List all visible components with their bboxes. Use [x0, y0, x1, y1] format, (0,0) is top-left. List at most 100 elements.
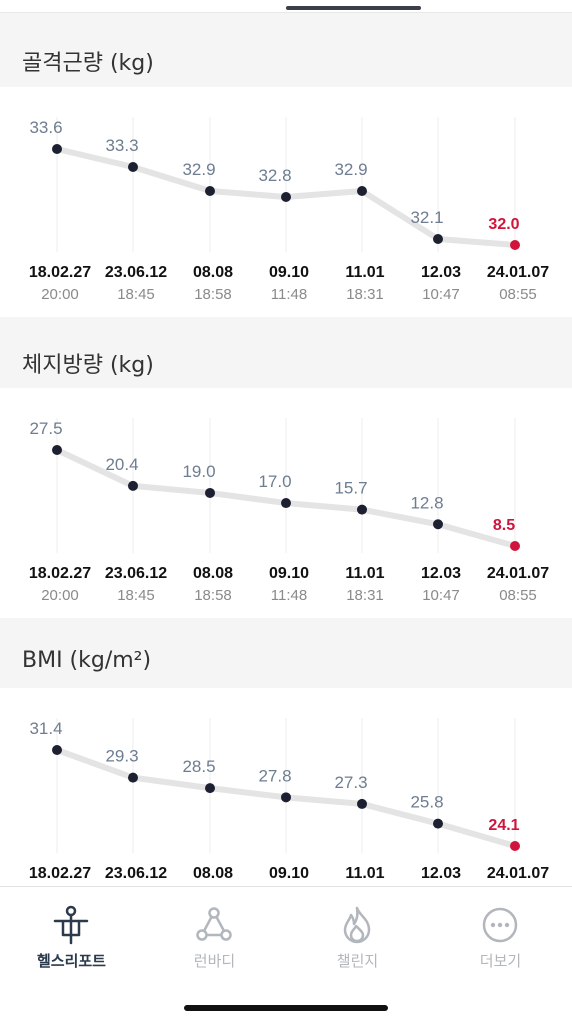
value-label: 32.9 [334, 160, 367, 179]
date-tick-label: 18.02.27 [29, 565, 91, 582]
time-tick-label: 18:58 [194, 587, 232, 604]
date-tick-label: 24.01.07 [487, 565, 549, 582]
date-tick-label: 09.10 [269, 264, 309, 281]
time-tick-label: 11:48 [271, 286, 307, 303]
date-tick-label: 11.01 [345, 865, 384, 882]
tab-more[interactable]: 더보기 [429, 887, 572, 987]
value-label: 31.4 [29, 719, 62, 738]
top-divider [0, 12, 572, 13]
value-label: 27.3 [334, 773, 367, 792]
date-tick-label: 23.06.12 [105, 264, 167, 281]
time-tick-label: 10:47 [422, 286, 460, 303]
data-point[interactable] [433, 234, 443, 244]
time-tick-label: 20:00 [41, 587, 79, 604]
data-point[interactable] [357, 798, 367, 809]
latest-data-point[interactable] [510, 541, 520, 551]
time-tick-label: 18:31 [346, 286, 384, 303]
date-tick-label: 12.03 [421, 865, 461, 882]
tab-runbody[interactable]: 런바디 [143, 887, 286, 987]
value-label: 32.0 [488, 216, 519, 233]
time-tick-label: 11:48 [271, 587, 307, 604]
date-tick-label: 24.01.07 [487, 865, 549, 882]
value-label: 19.0 [182, 462, 215, 481]
value-label: 33.6 [29, 118, 62, 137]
data-point[interactable] [128, 480, 138, 491]
value-label: 28.5 [182, 757, 215, 776]
skeletal-muscle-chart[interactable]: 33.6 33.3 32.9 32.8 32.9 32.1 32.0 18.02.27 23.0… [0, 87, 572, 317]
value-label: 27.8 [258, 766, 291, 785]
value-label: 24.1 [488, 817, 519, 834]
time-tick-label: 18:58 [194, 286, 232, 303]
date-tick-label: 11.01 [345, 264, 384, 281]
time-tick-label: 08:55 [499, 286, 537, 303]
value-label: 12.8 [410, 493, 443, 512]
health-report-icon [53, 905, 89, 945]
latest-data-point[interactable] [510, 240, 520, 250]
date-tick-label: 08.08 [193, 264, 233, 281]
value-label: 8.5 [493, 517, 515, 534]
value-label: 32.9 [182, 160, 215, 179]
latest-data-point[interactable] [510, 841, 520, 851]
data-point[interactable] [281, 192, 291, 202]
date-tick-label: 18.02.27 [29, 264, 91, 281]
value-label: 17.0 [258, 472, 291, 491]
more-icon [482, 907, 518, 943]
body-fat-chart[interactable]: 27.5 20.4 19.0 17.0 15.7 12.8 8.5 18.02.27 23.06… [0, 388, 572, 618]
date-tick-label: 08.08 [193, 865, 233, 882]
data-point[interactable] [205, 487, 215, 498]
value-label: 32.8 [258, 166, 291, 185]
bmi-header: BMI (kg/m²) [0, 618, 572, 688]
tab-label: 챌린지 [336, 952, 379, 970]
date-tick-label: 11.01 [345, 565, 384, 582]
data-point[interactable] [357, 186, 367, 196]
date-tick-label: 23.06.12 [105, 865, 167, 882]
data-point[interactable] [433, 818, 443, 829]
body-fat-header: 체지방량 (kg) [0, 317, 572, 388]
time-tick-label: 18:45 [117, 587, 155, 604]
top-tab-indicator [286, 6, 421, 10]
data-point[interactable] [357, 504, 367, 515]
value-label: 29.3 [105, 747, 138, 766]
time-tick-label: 08:55 [499, 587, 537, 604]
time-tick-label: 18:45 [117, 286, 155, 303]
value-label: 27.5 [29, 419, 62, 438]
tab-label: 런바디 [193, 952, 236, 970]
data-point[interactable] [205, 783, 215, 794]
date-tick-label: 09.10 [269, 865, 309, 882]
data-point[interactable] [128, 772, 138, 783]
home-indicator [184, 1005, 388, 1011]
date-tick-label: 12.03 [421, 264, 461, 281]
data-point[interactable] [205, 186, 215, 196]
date-tick-label: 09.10 [269, 565, 309, 582]
value-label: 15.7 [334, 479, 367, 498]
value-label: 33.3 [105, 136, 138, 155]
data-point[interactable] [52, 144, 62, 154]
time-tick-label: 20:00 [41, 286, 79, 303]
date-tick-label: 24.01.07 [487, 264, 549, 281]
data-point[interactable] [52, 745, 62, 755]
section-title: 골격근량 (kg) [22, 51, 154, 76]
date-tick-label: 23.06.12 [105, 565, 167, 582]
data-point[interactable] [433, 519, 443, 530]
tab-health-report[interactable]: 헬스리포트 [0, 887, 143, 987]
time-tick-label: 18:31 [346, 587, 384, 604]
data-point[interactable] [52, 445, 62, 455]
tab-label: 더보기 [479, 952, 522, 970]
chart-svg: 27.5 20.4 19.0 17.0 15.7 12.8 8.5 18.02.27 23.06… [29, 418, 549, 604]
skeletal-muscle-header: 골격근량 (kg) [0, 13, 572, 87]
tab-challenge[interactable]: 챌린지 [286, 887, 429, 987]
data-point[interactable] [281, 498, 291, 509]
bmi-chart[interactable]: 31.4 29.3 28.5 27.8 27.3 25.8 24.1 18.02.27 23.0… [0, 688, 572, 886]
data-point[interactable] [128, 162, 138, 172]
time-tick-label: 10:47 [422, 587, 460, 604]
runbody-icon [196, 907, 232, 941]
chart-svg: 31.4 29.3 28.5 27.8 27.3 25.8 24.1 18.02.27 23.0… [29, 718, 549, 882]
section-title: 체지방량 (kg) [22, 353, 154, 378]
value-label: 25.8 [410, 793, 443, 812]
data-point[interactable] [281, 792, 291, 803]
value-label: 32.1 [410, 208, 443, 227]
challenge-flame-icon [343, 906, 371, 944]
tab-label: 헬스리포트 [36, 952, 106, 970]
chart-svg: 33.6 33.3 32.9 32.8 32.9 32.1 32.0 18.02.27 23.0… [29, 117, 549, 303]
bottom-tab-bar: 헬스리포트 런바디 챌린지 더보기 [0, 886, 572, 1025]
